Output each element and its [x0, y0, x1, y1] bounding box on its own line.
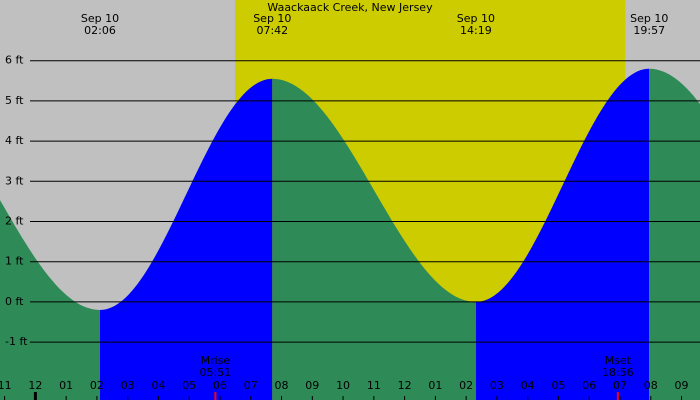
x-tick-label: 09 — [675, 379, 689, 392]
y-tick-label: 4 ft — [5, 134, 24, 147]
x-tick-label: 03 — [490, 379, 504, 392]
x-tick-label: 05 — [551, 379, 565, 392]
x-tick-label: 12 — [398, 379, 412, 392]
event-time: 02:06 — [84, 24, 116, 37]
tide-segment — [272, 78, 476, 400]
event-date: Sep 10 — [457, 12, 495, 25]
tide-segment — [649, 68, 700, 400]
event-time: 14:19 — [460, 24, 492, 37]
x-tick-label: 09 — [305, 379, 319, 392]
x-tick-label: 02 — [459, 379, 473, 392]
x-tick-label: 07 — [244, 379, 258, 392]
chart-title: Waackaack Creek, New Jersey — [267, 1, 433, 14]
x-tick-label: 10 — [336, 379, 350, 392]
tide-segment — [475, 68, 650, 400]
tide-segment — [100, 78, 273, 400]
x-tick-label: 07 — [613, 379, 627, 392]
moon-time: 05:51 — [200, 366, 232, 379]
x-tick-label: 04 — [521, 379, 535, 392]
moon-label: Mrise — [201, 354, 231, 367]
x-tick-label: 02 — [90, 379, 104, 392]
x-tick-label: 08 — [644, 379, 658, 392]
event-date: Sep 10 — [81, 12, 119, 25]
x-tick-label: 06 — [213, 379, 227, 392]
y-tick-label: 3 ft — [5, 174, 24, 187]
x-tick-label: 01 — [428, 379, 442, 392]
x-tick-label: 05 — [182, 379, 196, 392]
moon-time: 18:56 — [602, 366, 634, 379]
y-tick-label: 6 ft — [5, 54, 24, 67]
x-tick-label: 11 — [367, 379, 381, 392]
y-tick-label: 5 ft — [5, 94, 24, 107]
event-time: 07:42 — [256, 24, 288, 37]
x-tick-label: 11 — [0, 379, 12, 392]
y-tick-label: 1 ft — [5, 255, 24, 268]
tide-segment — [0, 200, 100, 400]
x-tick-label: 01 — [59, 379, 73, 392]
y-tick-label: 0 ft — [5, 295, 24, 308]
x-tick-label: 03 — [121, 379, 135, 392]
y-tick-label: 2 ft — [5, 215, 24, 228]
x-tick-label: 08 — [275, 379, 289, 392]
x-tick-label: 12 — [28, 379, 42, 392]
event-time: 19:57 — [633, 24, 665, 37]
x-tick-label: 06 — [582, 379, 596, 392]
moon-label: Mset — [605, 354, 632, 367]
y-tick-label: -1 ft — [5, 335, 28, 348]
event-date: Sep 10 — [253, 12, 291, 25]
event-date: Sep 10 — [630, 12, 668, 25]
x-tick-label: 04 — [151, 379, 165, 392]
